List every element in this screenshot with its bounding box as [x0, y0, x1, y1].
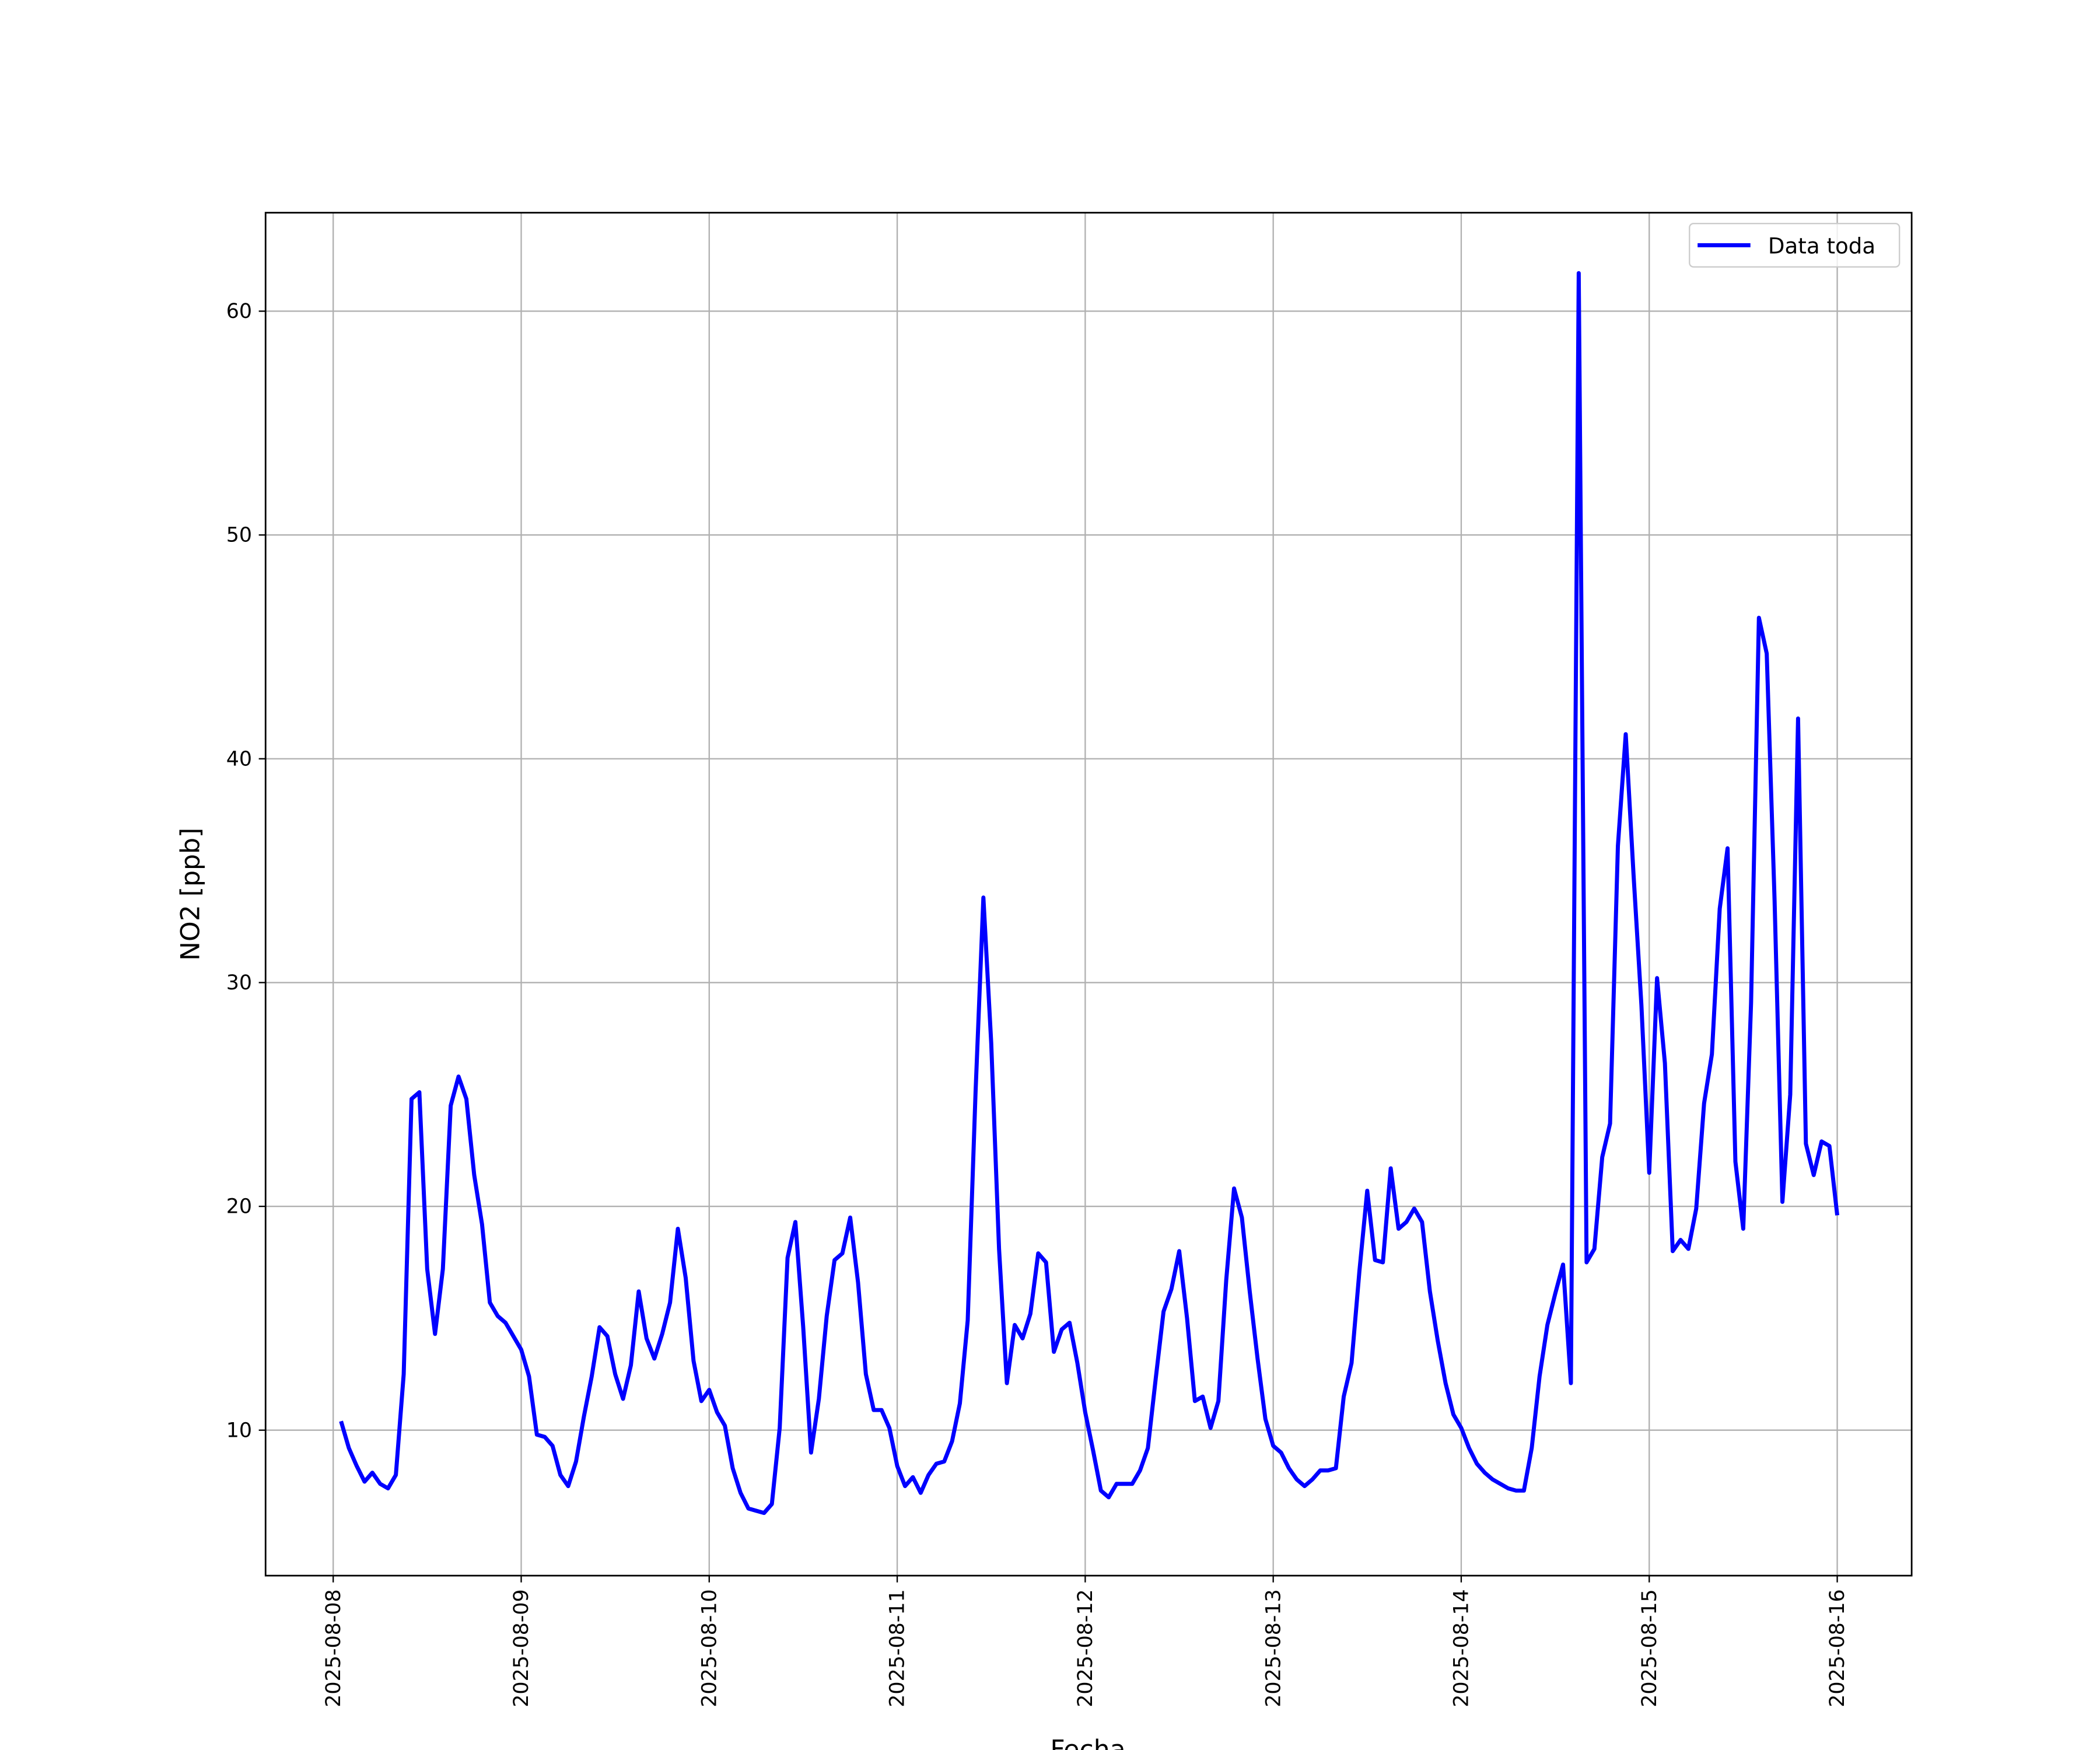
y-tick-label: 30 — [226, 971, 252, 995]
x-tick-label: 2025-08-09 — [510, 1589, 533, 1707]
legend-box — [1689, 223, 1901, 268]
legend-label: Data toda — [1768, 233, 1875, 258]
x-tick-label: 2025-08-11 — [886, 1589, 909, 1707]
data-line — [339, 271, 1840, 1516]
y-tick-label: 40 — [226, 747, 252, 771]
y-axis-label: NO2 [ppb] — [176, 828, 205, 961]
plot-frame — [264, 212, 1913, 1577]
y-tick-label: 60 — [226, 300, 252, 323]
x-tick-label: 2025-08-08 — [322, 1589, 345, 1707]
x-tick-label: 2025-08-12 — [1074, 1589, 1097, 1707]
y-tick-label: 50 — [226, 524, 252, 547]
y-tick-label: 10 — [226, 1419, 252, 1442]
x-axis-label: Fecha — [1050, 1735, 1125, 1750]
x-tick-label: 2025-08-16 — [1826, 1589, 1849, 1707]
y-tick-label: 20 — [226, 1195, 252, 1219]
x-tick-label: 2025-08-15 — [1638, 1589, 1661, 1707]
x-tick-label: 2025-08-14 — [1450, 1589, 1474, 1707]
x-tick-label: 2025-08-10 — [698, 1589, 721, 1707]
x-tick-label: 2025-08-13 — [1262, 1589, 1285, 1707]
